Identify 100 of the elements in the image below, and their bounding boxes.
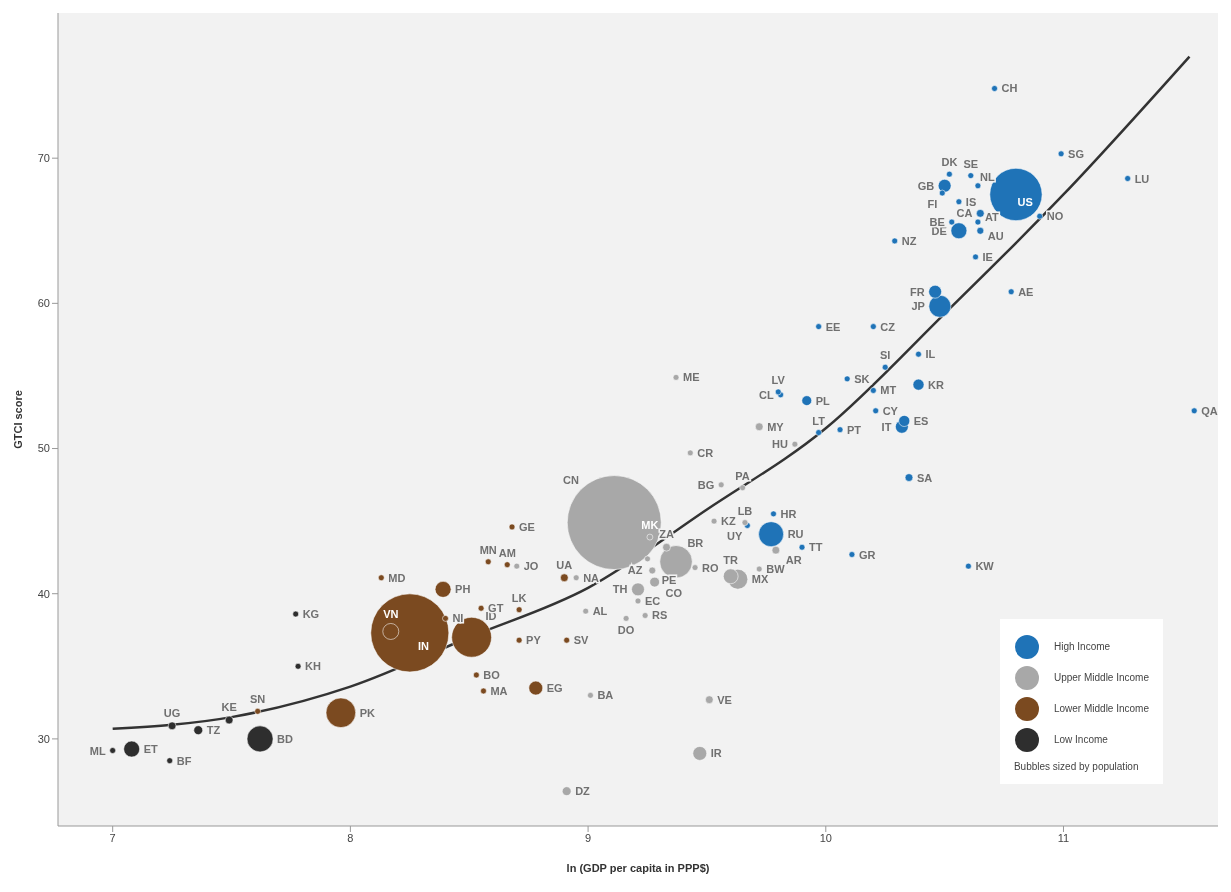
data-label: KH [305,660,321,673]
data-label: BR [687,537,704,550]
data-label: VN [383,608,399,621]
data-label: LK [511,591,527,604]
x-tick-label: 8 [347,831,354,844]
legend-label: Upper Middle Income [1053,672,1149,683]
data-label: AM [498,546,516,559]
data-label: DK [941,156,958,169]
data-label: SI [880,349,891,362]
data-label: BA [597,689,614,702]
data-label: UA [556,558,573,571]
data-label: LB [737,504,753,517]
data-label: SV [573,634,589,647]
data-label: EE [825,320,841,333]
data-label: CZ [880,320,896,333]
data-label: JP [911,300,925,313]
data-label: ML [89,744,106,757]
data-label: UG [163,706,181,719]
x-tick-label: 10 [819,831,832,844]
data-label: AR [785,554,802,567]
data-label: HR [780,507,797,520]
data-label: NA [583,571,600,584]
data-label: AZ [627,563,643,576]
data-label: GE [518,520,535,533]
data-label: KZ [721,515,736,528]
data-label: LT [812,414,826,427]
data-label: BD [277,732,294,745]
data-label: CY [882,404,899,417]
data-label: LU [1134,172,1150,185]
data-label: AU [987,229,1004,242]
data-label: TR [723,553,739,566]
data-label: DO [617,624,635,637]
data-label: KR [928,378,944,391]
data-label: FI [927,197,938,210]
data-label: PT [847,423,862,436]
data-label: ET [143,743,159,756]
data-label: HU [772,438,788,451]
annotation: Bubbles sized by population [1013,761,1140,772]
data-label: AE [1018,285,1034,298]
data-label: MN [479,543,497,556]
data-label: EG [546,682,563,695]
data-label: GR [858,548,876,561]
x-tick-label: 7 [109,831,116,844]
data-label: TT [808,541,823,554]
x-tick-label: 11 [1057,831,1070,844]
data-label: CL [758,388,774,401]
data-label: RU [787,528,804,541]
y-tick-label: 50 [37,442,50,455]
data-label: IS [965,195,977,208]
data-label: CN [563,474,580,487]
data-label: BW [766,563,786,576]
data-label: FR [909,285,925,298]
data-label: SK [854,372,870,385]
data-label: KE [221,701,237,714]
data-label: JO [523,560,539,573]
data-label: BF [176,754,192,767]
data-label: MD [388,571,406,584]
data-label: IN [417,640,430,653]
legend-label: High Income [1053,641,1111,652]
y-tick-label: 40 [37,587,50,600]
data-label: KG [302,608,320,621]
data-label: SE [963,157,979,170]
data-label: RO [702,561,719,574]
legend-label: Lower Middle Income [1053,703,1149,714]
data-label: ME [683,371,700,384]
data-label: TZ [206,724,221,737]
data-label: IR [710,747,722,760]
data-label: NL [980,170,995,183]
data-label: CO [665,587,683,600]
data-label: NI [452,612,464,625]
y-tick-label: 60 [37,297,50,310]
data-label: CH [1001,82,1018,95]
data-label: PE [661,573,677,586]
data-label: MT [880,384,897,397]
data-label: QA [1201,404,1218,417]
data-label: ES [913,414,929,427]
data-label: PK [359,706,376,719]
data-label: NZ [901,234,917,247]
legend-label: Low Income [1053,734,1108,745]
data-label: CA [956,207,973,220]
data-label: NO [1046,210,1064,223]
data-label: RS [652,609,668,622]
data-label: EC [644,594,661,607]
y-tick-label: 70 [37,152,50,165]
data-label: AT [984,211,1000,224]
data-label: BE [929,216,945,229]
data-label: BG [697,478,715,491]
data-label: TH [612,583,628,596]
data-label: PH [455,583,471,596]
data-label: MA [490,684,508,697]
x-tick-label: 9 [585,831,592,844]
data-label: MX [751,573,769,586]
data-label: PY [526,634,542,647]
data-label: AL [592,605,608,618]
y-tick-label: 30 [37,732,50,745]
data-label: LV [771,373,786,386]
data-label: SN [250,693,266,706]
data-label: PL [815,394,831,407]
data-label: BO [483,669,501,682]
data-label: VE [717,693,732,706]
